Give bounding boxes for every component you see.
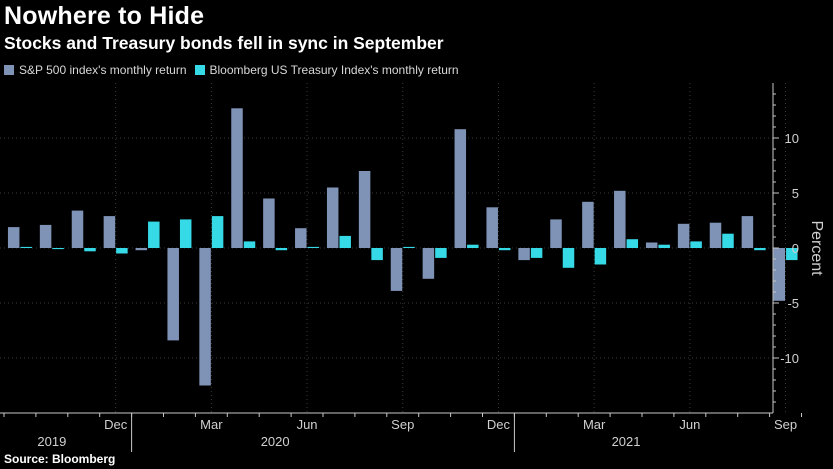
legend: S&P 500 index's monthly return Bloomberg… [4, 63, 467, 77]
bar-treasury-2020-05 [275, 248, 288, 251]
bar-sp500-2021-06 [677, 223, 690, 248]
chart-title: Nowhere to Hide [4, 2, 205, 30]
y-axis-label: Percent [808, 220, 825, 276]
source-note: Source: Bloomberg [4, 452, 116, 466]
bar-treasury-2020-02 [179, 219, 192, 248]
bar-treasury-2020-10 [435, 248, 447, 258]
y-tick-label-4: 10 [785, 131, 799, 146]
bar-sp500-2020-01 [135, 248, 148, 251]
bar-treasury-2021-09 [786, 248, 798, 261]
bar-sp500-2020-11 [454, 129, 467, 248]
y-tick-label-3: 5 [792, 186, 799, 201]
x-month-label-4: Dec [487, 417, 511, 432]
bar-sp500-2019-10 [39, 224, 52, 248]
y-tick-label-0: -10 [780, 351, 799, 366]
bar-sp500-2019-09 [7, 227, 20, 248]
bar-sp500-2020-10 [422, 248, 435, 279]
bar-sp500-2021-02 [550, 219, 562, 248]
bar-sp500-2021-01 [518, 248, 530, 261]
x-month-label-7: Sep [774, 417, 797, 432]
legend-label-sp500: S&P 500 index's monthly return [19, 63, 187, 77]
legend-swatch-sp500 [4, 65, 14, 75]
x-year-label-0: 2019 [37, 434, 66, 449]
bar-treasury-2020-07 [339, 235, 351, 248]
bar-treasury-2020-08 [371, 248, 383, 261]
x-month-label-0: Dec [104, 417, 128, 432]
bar-sp500-2020-06 [295, 228, 307, 248]
x-month-label-5: Mar [583, 417, 606, 432]
bar-sp500-2021-04 [614, 190, 626, 248]
bar-treasury-2021-04 [626, 239, 639, 248]
bar-treasury-2020-12 [498, 248, 511, 251]
bar-treasury-2020-11 [467, 244, 479, 248]
bar-sp500-2020-07 [326, 187, 339, 248]
bar-treasury-2019-12 [116, 248, 128, 254]
bar-sp500-2021-08 [741, 216, 754, 248]
x-year-label-1: 2020 [261, 434, 290, 449]
bar-sp500-2021-07 [709, 222, 722, 248]
x-month-label-1: Mar [200, 417, 223, 432]
bar-treasury-2020-04 [243, 241, 256, 248]
bar-treasury-2021-02 [562, 248, 575, 268]
bar-treasury-2020-03 [211, 216, 224, 248]
bar-sp500-2019-11 [71, 210, 84, 248]
x-month-label-3: Sep [391, 417, 414, 432]
bar-sp500-2020-08 [358, 171, 371, 248]
legend-item-sp500: S&P 500 index's monthly return [4, 63, 187, 77]
bar-sp500-2020-05 [263, 198, 275, 248]
bar-sp500-2021-09 [773, 248, 786, 301]
bar-sp500-2020-03 [199, 248, 211, 386]
bar-treasury-2021-03 [594, 248, 607, 265]
legend-swatch-treasury [194, 65, 205, 75]
bar-treasury-2019-11 [84, 248, 96, 252]
y-tick-label-2: 0 [792, 241, 799, 256]
bar-sp500-2019-12 [103, 216, 116, 248]
x-month-label-2: Jun [297, 417, 318, 432]
x-year-label-2: 2021 [612, 434, 641, 449]
bar-treasury-2020-06 [307, 246, 320, 248]
x-month-label-6: Jun [679, 417, 700, 432]
bar-treasury-2020-09 [403, 246, 415, 248]
bar-sp500-2020-04 [231, 108, 243, 248]
bar-treasury-2019-10 [52, 248, 64, 250]
bar-treasury-2020-01 [148, 221, 160, 248]
bar-treasury-2021-06 [690, 241, 702, 248]
bar-treasury-2021-01 [530, 248, 543, 258]
bar-sp500-2021-05 [645, 242, 658, 248]
bar-sp500-2020-12 [486, 207, 498, 248]
bar-treasury-2021-07 [722, 233, 734, 248]
chart-subtitle: Stocks and Treasury bonds fell in sync i… [4, 33, 444, 53]
bar-treasury-2021-05 [658, 244, 670, 248]
legend-label-treasury: Bloomberg US Treasury Index's monthly re… [209, 63, 459, 77]
bar-treasury-2019-09 [20, 246, 32, 248]
legend-item-treasury: Bloomberg US Treasury Index's monthly re… [194, 63, 459, 77]
bar-treasury-2021-08 [754, 248, 766, 251]
bar-sp500-2020-09 [390, 248, 403, 291]
bar-sp500-2020-02 [167, 248, 179, 341]
bar-sp500-2021-03 [582, 201, 594, 248]
y-tick-label-1: -5 [787, 296, 799, 311]
